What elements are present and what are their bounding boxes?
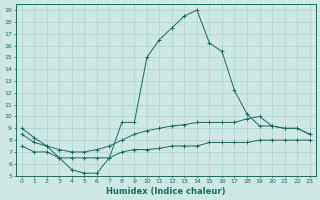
X-axis label: Humidex (Indice chaleur): Humidex (Indice chaleur)	[106, 187, 225, 196]
